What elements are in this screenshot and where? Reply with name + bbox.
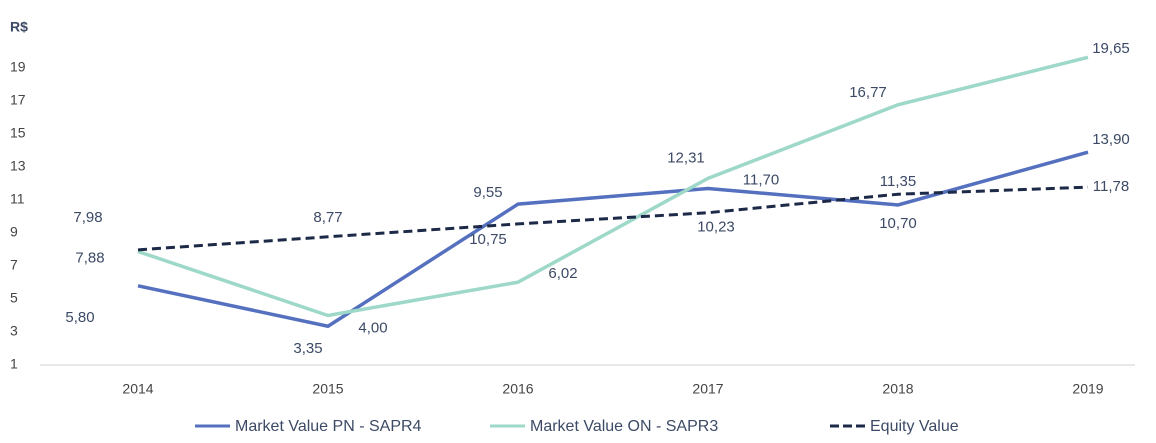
legend-label: Equity Value [870, 418, 959, 435]
x-tick-label: 2019 [1072, 381, 1103, 397]
y-tick-label: 1 [10, 356, 18, 372]
y-tick-label: 15 [10, 125, 26, 141]
series-line [137, 150, 1089, 329]
data-label: 8,77 [313, 209, 342, 226]
series-line [137, 185, 1089, 252]
y-axis-label: R$ [10, 19, 28, 35]
data-label: 6,02 [548, 265, 577, 282]
legend-label: Market Value PN - SAPR4 [235, 418, 422, 435]
data-label: 16,77 [849, 84, 887, 101]
data-label: 11,35 [880, 173, 916, 190]
y-tick-label: 13 [10, 158, 26, 174]
data-label: 10,75 [469, 231, 507, 248]
data-label: 19,65 [1092, 40, 1130, 57]
data-label: 10,70 [879, 215, 917, 232]
data-label: 7,88 [75, 249, 104, 266]
y-tick-label: 19 [10, 59, 26, 75]
series-line [137, 55, 1089, 318]
data-label: 3,35 [293, 340, 322, 357]
data-label: 10,23 [697, 219, 735, 236]
data-label: 11,78 [1093, 178, 1129, 195]
x-tick-label: 2017 [692, 381, 723, 397]
y-tick-label: 17 [10, 92, 26, 108]
data-label: 4,00 [358, 319, 387, 336]
data-label: 13,90 [1092, 131, 1130, 148]
x-tick-label: 2014 [122, 381, 153, 397]
y-tick-label: 9 [10, 224, 18, 240]
data-label: 12,31 [667, 149, 705, 166]
y-tick-label: 5 [10, 290, 18, 306]
legend-label: Market Value ON - SAPR3 [530, 418, 718, 435]
data-label: 11,70 [743, 171, 779, 188]
y-tick-label: 3 [10, 323, 18, 339]
data-label: 9,55 [473, 184, 502, 201]
data-label: 7,98 [73, 209, 102, 226]
x-tick-label: 2018 [882, 381, 913, 397]
y-tick-label: 7 [10, 257, 18, 273]
y-tick-label: 11 [10, 191, 25, 207]
x-tick-label: 2016 [502, 381, 533, 397]
data-label: 5,80 [65, 309, 94, 326]
x-tick-label: 2015 [312, 381, 343, 397]
